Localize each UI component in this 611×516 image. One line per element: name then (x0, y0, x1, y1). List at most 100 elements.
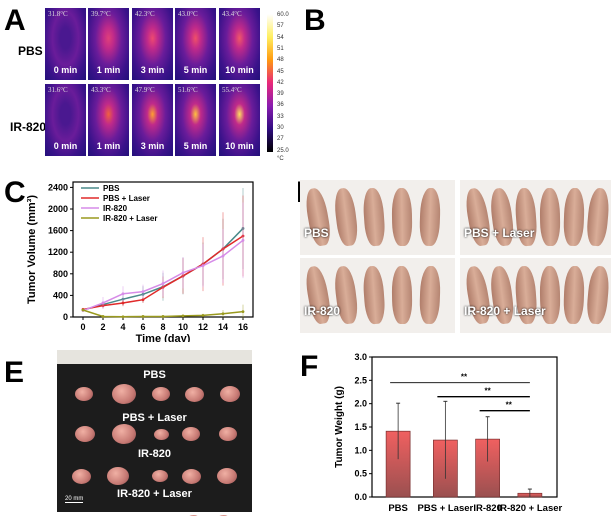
mouse (362, 187, 386, 247)
panel-letter-f: F (300, 350, 319, 383)
data-point (121, 292, 125, 296)
row-label: PBS (18, 44, 43, 58)
y-tick-label: 2000 (48, 204, 68, 214)
tumor-label-ir820: IR-820 (137, 448, 172, 460)
max-temp-label: 43.3°C (91, 86, 111, 94)
tumor (217, 514, 230, 516)
legend-label: IR-820 + Laser (103, 214, 157, 223)
tumor (187, 514, 200, 516)
colorbar-tick: 33 (277, 113, 284, 120)
data-point (141, 290, 145, 294)
category-label: PBS (388, 503, 408, 514)
y-tick-label: 2400 (48, 182, 68, 192)
max-temp-label: 47.9°C (135, 86, 155, 94)
thermal-image: 43.4°C 10 min (219, 8, 260, 80)
tumor (112, 384, 136, 404)
thermal-image: 51.6°C 5 min (175, 84, 216, 156)
tumor (112, 424, 136, 444)
thermal-image: 42.3°C 3 min (132, 8, 173, 80)
legend-label: IR-820 (103, 204, 128, 213)
x-tick-label: 14 (218, 322, 228, 332)
x-axis-label: Time (day) (136, 333, 191, 342)
category-label: IR-820 + Laser (498, 503, 563, 514)
colorbar-tick: 57 (277, 23, 284, 30)
mouse (418, 265, 442, 325)
panel-letter-c: C (4, 176, 26, 209)
max-temp-label: 55.4°C (222, 86, 242, 94)
colorbar-tick: 48 (277, 57, 284, 64)
data-point (161, 315, 165, 318)
x-tick-label: 2 (100, 322, 105, 332)
y-axis-label: Tumor Weight (g) (334, 386, 345, 468)
category-label: PBS + Laser (418, 503, 474, 514)
y-axis-label: Tumor Volume (mm³) (26, 195, 38, 304)
y-tick-label: 2.5 (354, 375, 367, 385)
thermal-image: 55.4°C 10 min (219, 84, 260, 156)
colorbar (267, 14, 273, 152)
data-point (121, 315, 125, 319)
x-tick-label: 6 (140, 322, 145, 332)
tumor (75, 426, 95, 442)
colorbar-tick: 30 (277, 125, 284, 131)
y-tick-label: 2.0 (354, 399, 367, 409)
data-point (241, 238, 245, 242)
colorbar-tick: 54 (277, 34, 284, 41)
tumor (217, 468, 237, 484)
data-point (221, 312, 225, 316)
excised-tumors-photo: PBS PBS + Laser IR-820 IR-820 + Laser 20… (57, 350, 252, 516)
time-label: 3 min (140, 65, 165, 75)
significance-label: ** (506, 401, 513, 410)
significance-label: ** (485, 387, 492, 396)
data-point (201, 313, 205, 317)
mouse (585, 265, 611, 325)
tumor (75, 387, 93, 401)
tumor (185, 386, 204, 402)
mouse (391, 265, 413, 325)
tumor (72, 468, 91, 484)
colorbar-tick: 60.0 (277, 12, 289, 18)
y-tick-label: 1.0 (354, 445, 367, 455)
colorbar-tick: 39 (277, 91, 284, 98)
max-temp-label: 31.6°C (48, 86, 68, 94)
max-temp-label: 39.7°C (91, 10, 111, 18)
tumor-label-ir820-laser: IR-820 + Laser (117, 488, 192, 500)
x-tick-label: 8 (160, 322, 165, 332)
time-label: 0 min (53, 141, 78, 151)
mouse (391, 187, 413, 247)
y-tick-label: 3.0 (354, 352, 367, 362)
time-label: 5 min (183, 141, 208, 151)
time-label: 1 min (96, 65, 121, 75)
mice-photo: PBS (300, 180, 455, 255)
y-tick-label: 1600 (48, 226, 68, 236)
legend-label: PBS (103, 184, 120, 193)
data-point (181, 271, 185, 275)
colorbar-tick: 36 (277, 102, 284, 109)
thermal-image: 31.8°C 0 min (45, 8, 86, 80)
x-tick-label: 10 (178, 322, 188, 332)
x-tick-label: 12 (198, 322, 208, 332)
tumor (220, 386, 240, 402)
ruler (57, 350, 252, 364)
x-tick-label: 16 (238, 322, 248, 332)
y-tick-label: 0.5 (354, 469, 367, 479)
colorbar-tick: 51 (277, 45, 284, 52)
legend-label: PBS + Laser (103, 194, 150, 203)
y-tick-label: 400 (53, 290, 68, 300)
colorbar-tick: 42 (277, 79, 284, 86)
y-tick-label: 0 (63, 312, 68, 322)
tumor-weight-chart: 0.0 0.5 1.0 1.5 2.0 2.5 3.0 Tumor Weight (g) PBS… (334, 352, 563, 514)
thermal-image: 31.6°C 0 min (45, 84, 86, 156)
max-temp-label: 43.4°C (222, 10, 242, 18)
max-temp-label: 31.8°C (48, 10, 68, 18)
scale-bar: 20 mm (65, 496, 84, 503)
tumor (182, 468, 201, 484)
data-point (181, 314, 185, 318)
colorbar-tick: 27 (277, 136, 284, 143)
mouse (562, 187, 586, 247)
time-label: 5 min (183, 65, 208, 75)
panel-letter-a: A (4, 4, 26, 37)
tumor (152, 387, 170, 401)
panel-letter-b: B (304, 4, 326, 37)
temperature-chart: 2530354045505560012345678910Time (min)Te… (300, 0, 611, 175)
